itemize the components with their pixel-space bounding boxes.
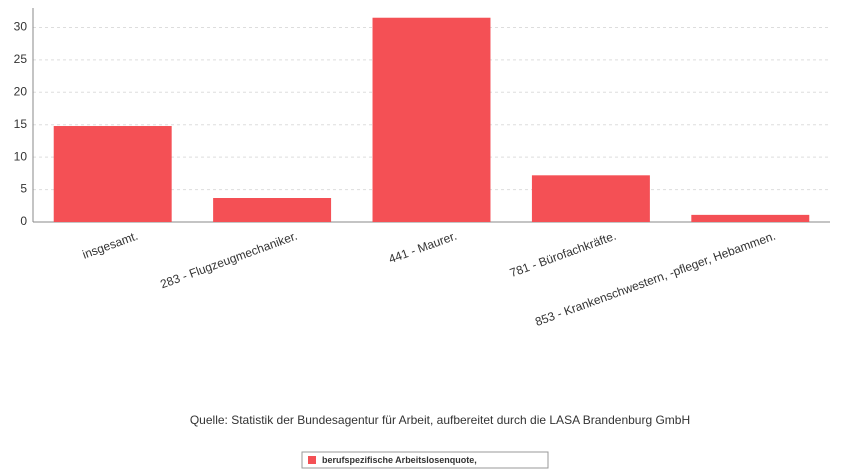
y-tick-label: 10	[14, 149, 28, 163]
x-tick-label: 283 - Flugzeugmechaniker.	[158, 229, 299, 292]
y-tick-label: 20	[14, 84, 28, 98]
bar	[372, 17, 491, 223]
bar	[213, 198, 332, 222]
y-tick-label: 25	[14, 52, 28, 66]
bar	[691, 214, 810, 222]
x-tick-label: insgesamt.	[80, 229, 139, 262]
source-note: Quelle: Statistik der Bundesagentur für …	[190, 413, 690, 427]
x-tick-label: 781 - Bürofachkräfte.	[508, 229, 618, 280]
y-tick-label: 30	[14, 20, 28, 34]
legend-label: berufspezifische Arbeitslosenquote,	[322, 455, 477, 465]
legend-swatch	[308, 456, 316, 464]
y-tick-label: 5	[20, 182, 27, 196]
bar	[53, 126, 172, 222]
legend-box	[301, 451, 549, 469]
y-tick-label: 0	[20, 214, 27, 228]
y-tick-label: 15	[14, 117, 28, 131]
bar	[531, 175, 650, 222]
x-tick-label: 441 - Maurer.	[387, 229, 459, 267]
